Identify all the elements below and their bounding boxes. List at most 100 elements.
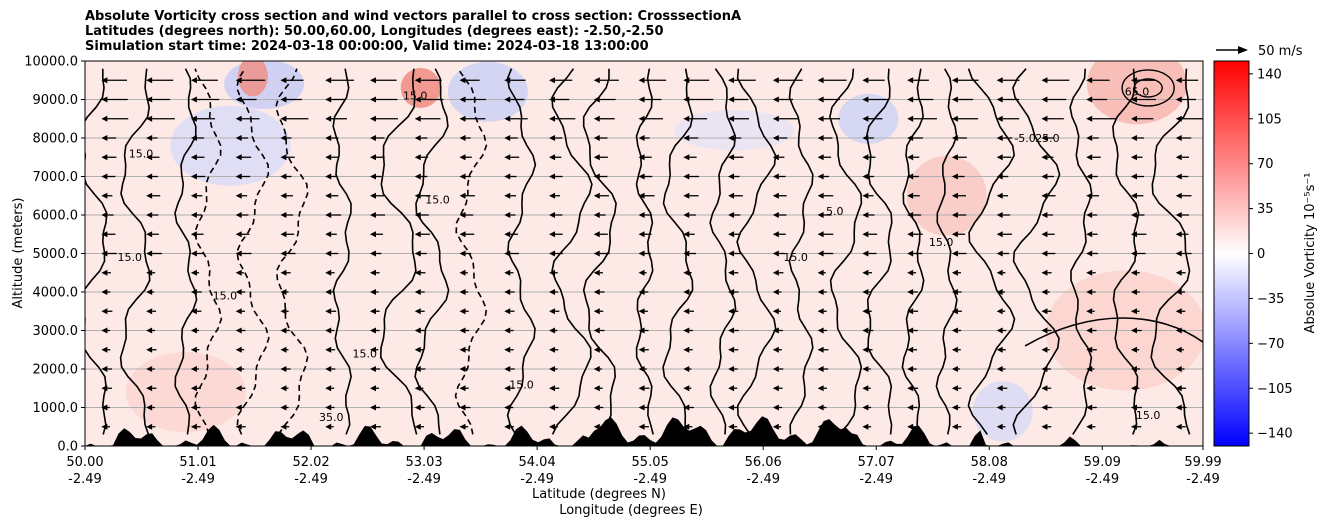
wind-vector-head [190, 366, 197, 372]
wind-vector-head [728, 385, 735, 392]
wind-vector-head [638, 327, 645, 334]
wind-vector-head [951, 173, 958, 180]
wind-vector-head [907, 115, 914, 122]
wind-vector-head [862, 423, 869, 430]
contour-line [865, 68, 893, 435]
quiver-key-label: 50 m/s [1258, 44, 1303, 59]
wind-vector-head [593, 327, 600, 334]
wind-vector-head [1130, 173, 1137, 180]
wind-vector-head [504, 96, 511, 103]
wind-vector-head [280, 289, 287, 295]
y-tick-label: 0.0 [57, 440, 78, 455]
wind-vector-head [638, 423, 645, 430]
wind-vector-head [1041, 308, 1048, 315]
wind-vector-head [1041, 154, 1048, 161]
x-axis: 50.00 -2.49 51.01 -2.49 52.02 -2.49 53.03 -2.49… [66, 446, 1222, 487]
wind-vector-head [817, 135, 824, 141]
wind-vector-head [996, 135, 1003, 141]
wind-vector-head [146, 269, 153, 276]
wind-vector-head [1175, 385, 1182, 392]
wind-vector-head [1086, 423, 1093, 430]
field-patch [237, 61, 268, 97]
contour-line [332, 68, 352, 435]
wind-vector-head [817, 115, 824, 122]
wind-vector-head [683, 404, 690, 411]
wind-vector-head [414, 308, 421, 315]
wind-vector-head [369, 269, 376, 276]
wind-vector-head [549, 173, 556, 180]
wind-vector-head [504, 173, 511, 180]
wind-vector-head [907, 423, 914, 430]
wind-vector-head [414, 231, 421, 238]
quiver-key-arrow-icon [1238, 46, 1248, 54]
wind-vector-head [414, 250, 421, 257]
wind-vector-head [907, 269, 914, 276]
wind-vector-head [280, 269, 287, 276]
wind-vector-head [146, 250, 153, 257]
wind-vector-head [772, 423, 779, 430]
wind-vector-head [1041, 404, 1048, 411]
colorbar-tick-label: −140 [1257, 427, 1293, 442]
wind-vector-head [638, 96, 645, 103]
wind-vector-head [190, 327, 197, 334]
y-tick-label: 4000.0 [33, 286, 79, 301]
wind-vector-head [683, 154, 690, 161]
y-tick-label: 6000.0 [33, 209, 79, 224]
wind-vector-head [190, 77, 197, 84]
wind-vector-head [817, 308, 824, 315]
wind-vector-head [593, 346, 600, 353]
wind-vector-head [190, 212, 197, 218]
wind-vector-head [996, 77, 1003, 84]
wind-vector-head [190, 346, 197, 353]
contour-line [85, 68, 108, 435]
wind-vector-head [235, 173, 242, 180]
contour-line [582, 68, 617, 435]
title-line-1: Absolute Vorticity cross section and win… [85, 9, 742, 24]
wind-vector-head [1086, 135, 1093, 141]
field-patch [906, 155, 987, 236]
x-tick-label-lat: 56.06 [745, 455, 782, 470]
contour-line [174, 68, 198, 435]
wind-vector-head [369, 173, 376, 180]
wind-vector-head [280, 346, 287, 353]
y-tick-label: 1000.0 [33, 401, 79, 416]
wind-vector-head [1086, 404, 1093, 411]
wind-vector-head [1041, 77, 1048, 84]
colorbar-tick-label: −70 [1257, 337, 1284, 352]
colorbar: 140 105 70 35 0 −35 −70 −105 −140 Absolue Vortic… [1213, 60, 1318, 447]
wind-vector-head [1086, 250, 1093, 257]
contour-line [1121, 69, 1175, 107]
wind-vector-head [1086, 96, 1093, 103]
wind-vector-head [728, 423, 735, 430]
wind-vector-head [593, 154, 600, 161]
wind-vector-head [817, 269, 824, 276]
wind-vector-head [683, 366, 690, 372]
wind-vector-head [280, 404, 287, 411]
contour-line [635, 68, 654, 435]
wind-vector-head [101, 289, 108, 295]
wind-vector-head [325, 327, 332, 334]
wind-vector-head [504, 115, 511, 122]
wind-vector-head [1130, 308, 1137, 315]
wind-vector-head [951, 212, 958, 218]
wind-vector-head [549, 404, 556, 411]
field-patch [125, 352, 246, 433]
wind-vector-head [369, 212, 376, 218]
colorbar-tick-label: 0 [1257, 247, 1265, 262]
wind-vector-head [772, 212, 779, 218]
wind-vector-head [772, 404, 779, 411]
wind-vector-head [325, 173, 332, 180]
wind-vector-head [459, 173, 466, 180]
y-axis: 0.0 1000.0 2000.0 3000.0 4000.0 5000.0 6000.0 7… [24, 55, 85, 455]
wind-vector-head [1130, 250, 1137, 257]
wind-vector-head [951, 96, 958, 103]
wind-vector-head [683, 192, 690, 199]
wind-vector-head [996, 192, 1003, 199]
contour-line [414, 68, 450, 435]
wind-vector-head [951, 269, 958, 276]
wind-vector-head [593, 308, 600, 315]
vorticity-contours [85, 68, 1203, 435]
wind-vector-head [369, 308, 376, 315]
wind-vector-head [1130, 135, 1137, 141]
